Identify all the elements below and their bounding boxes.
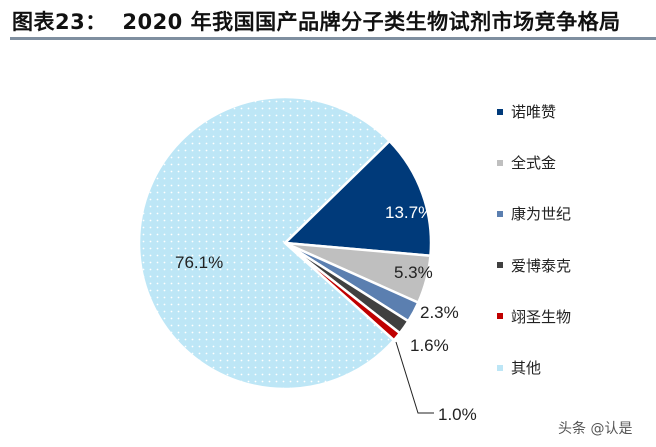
legend-item: 康为世纪 [497, 203, 571, 224]
data-label: 13.7% [385, 203, 433, 222]
legend-label: 全式金 [511, 154, 557, 173]
legend-label: 翊圣生物 [511, 307, 572, 326]
legend-swatch [497, 210, 503, 217]
data-label: 1.0% [438, 405, 477, 424]
legend-item: 翊圣生物 [497, 306, 571, 327]
watermark: 头条 @认是 [558, 421, 633, 437]
data-label: 1.6% [410, 336, 449, 355]
legend-swatch [497, 262, 503, 269]
data-label: 76.1% [175, 253, 223, 272]
title-divider [10, 37, 656, 40]
legend-swatch [497, 108, 503, 115]
pie-slice-0 [282, 139, 433, 258]
data-label: 5.3% [394, 263, 433, 282]
legend-label: 诺唯赞 [511, 103, 557, 121]
legend-item: 全式金 [497, 152, 556, 173]
chart-title: 图表23： 2020 年我国国产品牌分子类生物试剂市场竞争格局 [12, 10, 621, 34]
legend-swatch [497, 313, 503, 320]
legend-item: 其他 [497, 357, 541, 378]
legend-label: 康为世纪 [511, 205, 572, 224]
legend-swatch [497, 159, 503, 166]
legend-label: 其他 [511, 359, 542, 377]
legend-item: 爱博泰克 [497, 255, 571, 276]
leader-line [395, 341, 434, 414]
legend-item: 诺唯赞 [497, 101, 556, 122]
legend-label: 爱博泰克 [511, 256, 572, 275]
pie-slice-5 [137, 95, 396, 391]
legend-swatch [497, 364, 503, 371]
data-label: 2.3% [420, 303, 459, 322]
